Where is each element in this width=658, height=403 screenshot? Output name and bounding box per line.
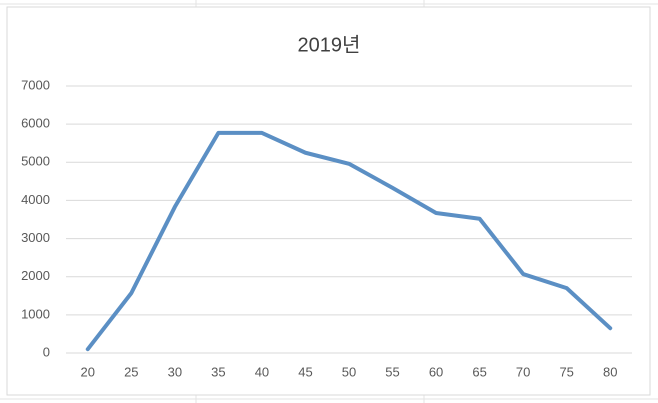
- x-tick-label: 55: [385, 364, 399, 379]
- y-tick-label: 0: [43, 344, 50, 359]
- x-tick-label: 40: [255, 364, 269, 379]
- line-series: [85, 130, 613, 352]
- x-tick-label: 80: [603, 364, 617, 379]
- y-tick-label: 3000: [21, 230, 50, 245]
- x-tick-label: 50: [342, 364, 356, 379]
- x-tick-label: 20: [81, 364, 95, 379]
- x-tick-label: 35: [211, 364, 225, 379]
- y-tick-label: 7000: [21, 77, 50, 92]
- x-tick-label: 75: [559, 364, 573, 379]
- x-tick-label: 25: [124, 364, 138, 379]
- x-tick-label: 70: [516, 364, 530, 379]
- chart-title: 2019년: [298, 33, 361, 56]
- y-tick-label: 2000: [21, 268, 50, 283]
- y-tick-label: 6000: [21, 116, 50, 131]
- y-tick-label: 4000: [21, 192, 50, 207]
- x-tick-label: 60: [429, 364, 443, 379]
- chart-area: [6, 6, 651, 396]
- y-tick-label: 1000: [21, 306, 50, 321]
- x-tick-label: 65: [472, 364, 486, 379]
- y-tick-label: 5000: [21, 154, 50, 169]
- x-tick-label: 45: [298, 364, 312, 379]
- x-tick-label: 30: [168, 364, 182, 379]
